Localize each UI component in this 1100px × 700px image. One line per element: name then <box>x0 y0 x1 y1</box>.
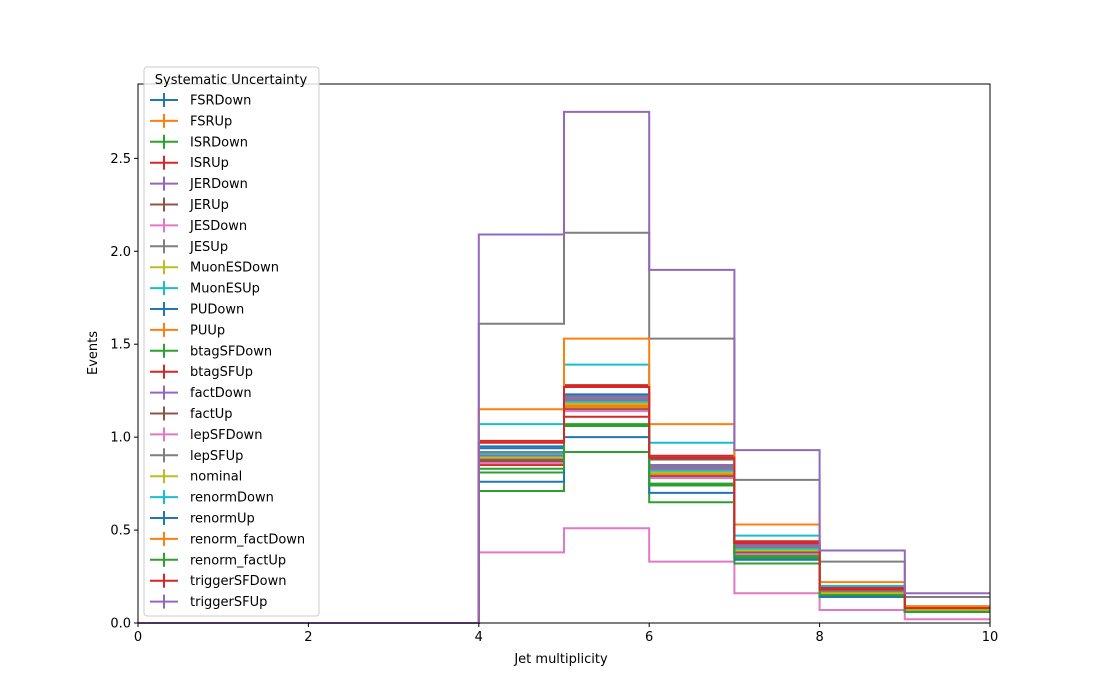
legend-title: Systematic Uncertainty <box>155 73 308 88</box>
legend-label: PUUp <box>190 323 225 338</box>
axes-frame <box>137 83 991 624</box>
legend-item-JERDown: JERDown <box>150 176 248 192</box>
x-tick-label: 2 <box>304 630 312 645</box>
legend-label: MuonESDown <box>190 261 279 276</box>
legend-item-lepSFUp: lepSFUp <box>150 448 243 464</box>
legend-label: ISRUp <box>190 156 229 171</box>
y-axis: 0.0 0.5 1.0 1.5 2.0 2.5 <box>110 152 138 632</box>
legend-label: triggerSFUp <box>190 595 267 610</box>
legend-item-factDown: factDown <box>150 385 252 401</box>
legend-box <box>143 66 320 617</box>
legend-label: PUDown <box>190 303 244 318</box>
legend-label: JESUp <box>189 240 228 255</box>
x-axis-label: Jet multiplicity <box>513 652 608 667</box>
legend-item-PUUp: PUUp <box>150 322 225 338</box>
legend-label: renorm_factDown <box>190 532 305 547</box>
legend-item-JESUp: JESUp <box>150 239 228 255</box>
legend-item-triggerSFDown: triggerSFDown <box>150 573 286 589</box>
x-tick-label: 10 <box>982 630 999 645</box>
y-tick-label: 1.5 <box>110 338 131 353</box>
legend-item-renormUp: renormUp <box>150 511 255 527</box>
y-tick-label: 0.5 <box>110 524 131 539</box>
legend-item-PUDown: PUDown <box>150 302 244 318</box>
legend-label: FSRDown <box>190 94 251 109</box>
legend-label: JESDown <box>189 219 247 234</box>
legend-label: renormUp <box>190 512 255 527</box>
legend-item-ISRUp: ISRUp <box>150 155 229 171</box>
legend-item-JESDown: JESDown <box>150 218 247 234</box>
legend-label: nominal <box>190 470 242 485</box>
legend-items: FSRDown FSRUp ISRDown ISRUp JERDown JERUp JESD… <box>150 93 305 610</box>
x-tick-label: 4 <box>475 630 483 645</box>
y-tick-label: 0.0 <box>110 617 131 632</box>
legend-label: btagSFDown <box>190 344 272 359</box>
legend-label: factUp <box>190 407 233 422</box>
legend-item-triggerSFUp: triggerSFUp <box>150 594 267 610</box>
legend-label: renorm_factUp <box>190 553 286 568</box>
x-tick-label: 0 <box>134 630 142 645</box>
legend-label: JERDown <box>189 177 248 192</box>
legend-label: JERUp <box>189 198 229 213</box>
legend-item-renorm_factDown: renorm_factDown <box>150 531 305 547</box>
legend-item-renorm_factUp: renorm_factUp <box>150 552 286 568</box>
y-tick-label: 2.0 <box>110 245 131 260</box>
legend-label: renormDown <box>190 491 274 506</box>
legend-item-nominal: nominal <box>150 469 242 485</box>
legend-label: FSRUp <box>190 114 232 129</box>
legend-item-btagSFUp: btagSFUp <box>150 364 253 380</box>
legend-label: lepSFUp <box>190 449 243 464</box>
legend-label: btagSFUp <box>190 365 253 380</box>
legend-label: lepSFDown <box>190 428 262 443</box>
legend-item-btagSFDown: btagSFDown <box>150 343 272 359</box>
y-axis-label: Events <box>86 331 101 375</box>
legend-item-FSRUp: FSRUp <box>150 113 232 129</box>
legend-item-lepSFDown: lepSFDown <box>150 427 262 443</box>
legend-item-ISRDown: ISRDown <box>150 134 248 150</box>
legend-label: ISRDown <box>190 135 248 150</box>
x-tick-label: 6 <box>645 630 653 645</box>
legend-item-renormDown: renormDown <box>150 490 274 506</box>
legend-item-MuonESDown: MuonESDown <box>150 260 279 276</box>
x-tick-label: 8 <box>815 630 823 645</box>
y-tick-label: 2.5 <box>110 152 131 167</box>
legend-label: triggerSFDown <box>190 574 286 589</box>
legend-item-JERUp: JERUp <box>150 197 229 213</box>
y-tick-label: 1.0 <box>110 431 131 446</box>
legend: Systematic Uncertainty FSRDown FSRUp ISRDo… <box>143 66 320 617</box>
x-axis: 0 2 4 6 8 10 <box>134 623 998 645</box>
legend-label: MuonESUp <box>190 282 260 297</box>
legend-label: factDown <box>190 386 252 401</box>
legend-item-MuonESUp: MuonESUp <box>150 281 260 297</box>
legend-item-factUp: factUp <box>150 406 233 422</box>
legend-item-FSRDown: FSRDown <box>150 93 251 109</box>
